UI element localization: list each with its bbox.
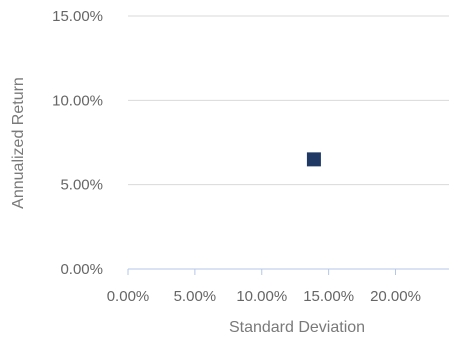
y-tick-label-2: 10.00%: [52, 92, 103, 109]
x-tick-label-2: 10.00%: [236, 288, 287, 305]
data-points: [306, 152, 321, 167]
x-tick-label-0: 0.00%: [107, 288, 150, 305]
y-tick-labels: 0.00% 5.00% 10.00% 15.00%: [52, 8, 103, 278]
grid-layer: [128, 15, 449, 186]
y-tick-label-3: 15.00%: [52, 8, 103, 25]
y-tick-label-0: 0.00%: [60, 261, 103, 278]
x-tick-label-1: 5.00%: [174, 288, 217, 305]
x-tick-label-4: 20.00%: [370, 288, 421, 305]
y-axis-title: Annualized Return: [10, 77, 27, 209]
x-tick-labels: 0.00% 5.00% 10.00% 15.00% 20.00%: [107, 288, 421, 305]
y-tick-label-1: 5.00%: [60, 177, 103, 194]
axis-layer: [127, 268, 449, 275]
data-point-0-0: [306, 152, 321, 167]
x-tick-label-3: 15.00%: [303, 288, 354, 305]
x-axis-title: Standard Deviation: [229, 319, 365, 336]
